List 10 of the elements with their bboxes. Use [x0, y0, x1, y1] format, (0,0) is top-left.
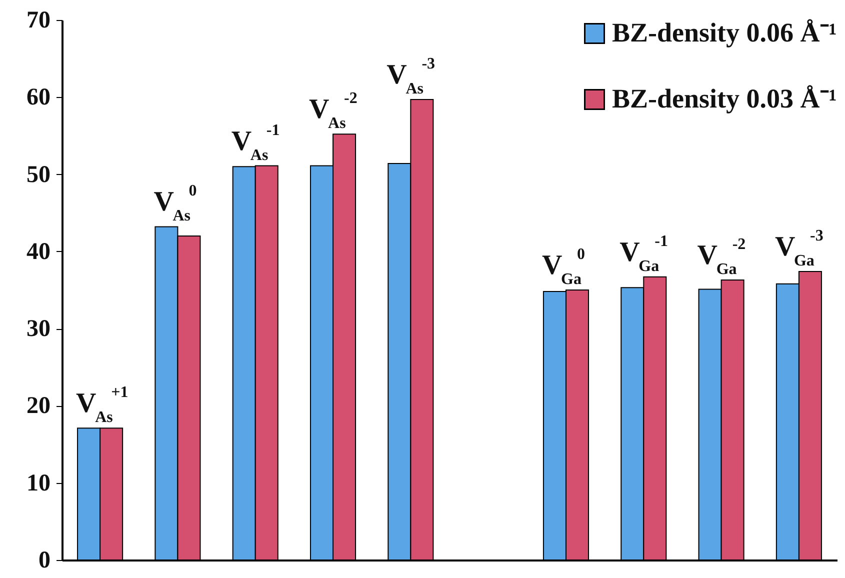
y-tick-label: 10 — [26, 470, 50, 496]
y-tick-label: 50 — [26, 162, 50, 188]
y-tick-label: 40 — [26, 238, 50, 265]
y-tick-label: 30 — [26, 316, 50, 342]
legend-label: BZ-density 0.03 Å⁻¹ — [612, 84, 837, 114]
y-tick-label: 0 — [38, 548, 50, 574]
y-tick-label: 70 — [26, 8, 50, 34]
legend-label: BZ-density 0.06 Å⁻¹ — [612, 18, 837, 48]
y-tick-label: 60 — [26, 84, 50, 111]
y-tick-label: 20 — [26, 393, 50, 420]
